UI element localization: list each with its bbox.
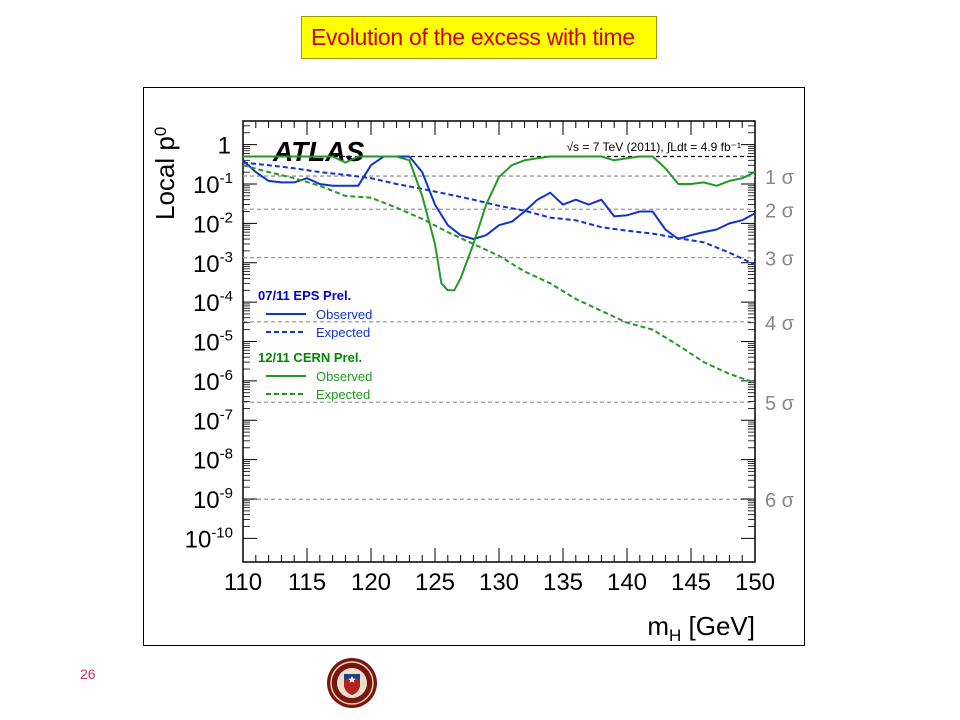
- y-tick-label: 10-6: [193, 367, 233, 396]
- y-tick-label: 10-4: [193, 288, 233, 317]
- y-tick-label: 10-5: [193, 328, 233, 357]
- sigma-label: 1 σ: [765, 167, 795, 189]
- eps-observed-line: [242, 155, 756, 240]
- legend-entry-label: Observed: [316, 307, 372, 322]
- legend-entry-label: Expected: [316, 387, 370, 402]
- x-tick-label: 140: [607, 569, 647, 596]
- plot-frame: 1 σ 2 σ 3 σ 4 σ 5 σ 6 σ 1 10-1 10-2 10-3 10-4 10-5 1…: [143, 87, 805, 646]
- page-number: 26: [80, 666, 96, 682]
- x-tick-label: 145: [671, 569, 711, 596]
- y-tick-label: 10-10: [185, 524, 233, 553]
- legend-entry-label: Observed: [316, 369, 372, 384]
- chart-title: ATLAS: [272, 136, 365, 167]
- university-seal-icon: [327, 658, 377, 708]
- y-tick-label: 10-9: [193, 485, 233, 514]
- y-axis-label: Local p0: [150, 127, 180, 220]
- y-tick-label: 10-8: [193, 446, 233, 475]
- x-tick-label: 120: [351, 569, 391, 596]
- cern-expected-line: [242, 164, 756, 384]
- x-tick-label: 150: [735, 569, 775, 596]
- y-tick-label: 1: [218, 133, 231, 160]
- legend-group-title: 07/11 EPS Prel.: [258, 288, 351, 303]
- sigma-label: 6 σ: [765, 490, 795, 512]
- slide-title: Evolution of the excess with time: [301, 16, 657, 59]
- y-tick-label: 10-1: [193, 170, 233, 199]
- legend-group-title: 12/11 CERN Prel.: [258, 350, 362, 365]
- sigma-label: 5 σ: [765, 393, 795, 415]
- cern-observed-line: [243, 155, 756, 292]
- sigma-label: 4 σ: [765, 313, 795, 335]
- eps-expected-line: [242, 161, 756, 266]
- legend-entry-label: Expected: [316, 325, 370, 340]
- y-tick-label: 10-2: [193, 209, 233, 238]
- sigma-label: 2 σ: [765, 200, 795, 222]
- chart-annotation: √s = 7 TeV (2011), ∫Ldt = 4.9 fb⁻¹: [566, 140, 741, 154]
- x-tick-label: 115: [288, 569, 326, 596]
- sigma-label: 3 σ: [765, 249, 795, 271]
- x-tick-label: 135: [543, 569, 583, 596]
- y-tick-label: 10-3: [193, 249, 233, 278]
- y-tick-label: 10-7: [193, 406, 233, 435]
- x-tick-label: 125: [415, 569, 455, 596]
- x-axis-label: mH [GeV]: [647, 611, 755, 645]
- plot-area-border: [242, 120, 756, 563]
- x-tick-label: 110: [224, 569, 262, 596]
- p0-chart: 1 σ 2 σ 3 σ 4 σ 5 σ 6 σ 1 10-1 10-2 10-3 10-4 10-5 1…: [150, 120, 795, 645]
- x-tick-label: 130: [479, 569, 519, 596]
